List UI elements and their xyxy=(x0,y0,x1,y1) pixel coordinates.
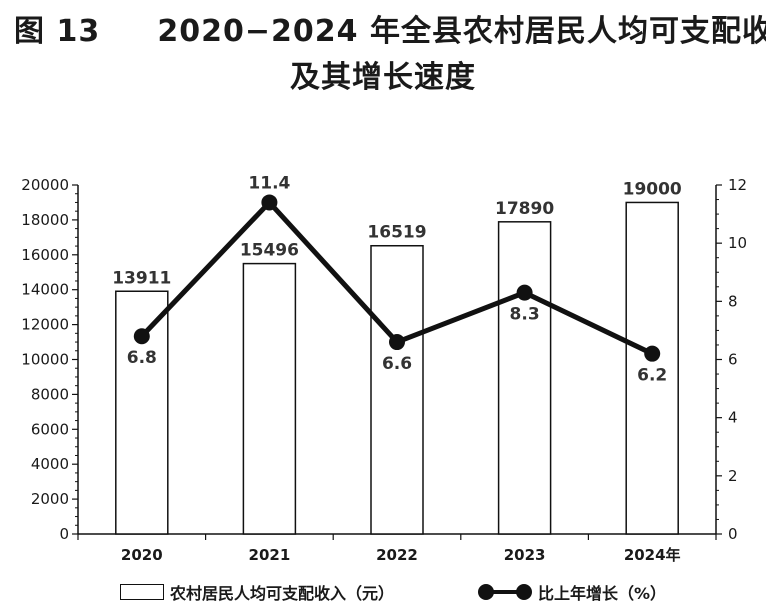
left-axis-tick-label: 18000 xyxy=(21,211,69,229)
legend-line-swatch xyxy=(478,582,532,602)
bar-value-label: 16519 xyxy=(367,223,426,243)
growth-point xyxy=(389,334,405,351)
growth-value-label: 6.2 xyxy=(637,366,667,386)
x-axis-tick-label: 2023 xyxy=(504,546,546,564)
right-axis-tick-label: 6 xyxy=(728,351,738,369)
growth-value-label: 8.3 xyxy=(510,305,540,325)
growth-point xyxy=(133,328,150,345)
right-axis-tick-label: 12 xyxy=(728,176,747,194)
chart-title-line-1: 图 13 2020−2024 年全县农村居民人均可支配收入 xyxy=(14,14,766,49)
right-axis-tick-label: 2 xyxy=(728,467,738,485)
bar xyxy=(242,262,297,535)
x-axis-tick-label: 2024年 xyxy=(624,546,681,564)
x-axis-tick-label: 2020 xyxy=(121,546,163,564)
left-axis-tick-label: 6000 xyxy=(31,420,69,438)
left-axis-tick-label: 16000 xyxy=(21,246,69,264)
growth-point xyxy=(516,284,533,301)
x-axis-tick-label: 2022 xyxy=(376,546,418,564)
right-axis-tick-label: 10 xyxy=(728,234,747,252)
chart-title-line-2: 及其增长速度 xyxy=(290,60,476,95)
left-axis-tick-label: 14000 xyxy=(21,281,69,299)
right-axis-tick-label: 4 xyxy=(728,409,738,427)
bar xyxy=(625,201,679,535)
left-axis-tick-label: 8000 xyxy=(31,385,69,403)
growth-value-label: 6.8 xyxy=(127,348,157,368)
left-axis-tick-label: 4000 xyxy=(31,455,69,473)
left-axis-tick-label: 10000 xyxy=(21,351,69,369)
bar-value-label: 19000 xyxy=(623,179,682,199)
legend-item-line: 比上年增长（%） xyxy=(478,580,666,604)
right-axis-tick-label: 8 xyxy=(728,292,738,310)
growth-value-label: 11.4 xyxy=(248,173,290,193)
left-axis-tick-label: 2000 xyxy=(31,490,69,508)
bar-value-label: 13911 xyxy=(112,268,171,288)
legend: 农村居民人均可支配收入（元） 比上年增长（%） xyxy=(0,580,766,606)
legend-item-bar: 农村居民人均可支配收入（元） xyxy=(120,580,394,604)
bar xyxy=(370,244,424,535)
x-axis-tick-label: 2021 xyxy=(249,546,291,564)
legend-line-label: 比上年增长（%） xyxy=(538,584,667,603)
growth-value-label: 6.6 xyxy=(382,354,412,374)
growth-point xyxy=(644,345,661,362)
bar-value-label: 15496 xyxy=(240,241,299,261)
left-axis-tick-label: 12000 xyxy=(21,316,69,334)
bar xyxy=(115,290,169,535)
left-axis-tick-label: 20000 xyxy=(21,176,69,194)
bar-value-label: 17890 xyxy=(495,199,554,219)
chart-canvas: 0 2000 4000 6000 8000 10000 12000 14000 16000 180… xyxy=(21,173,747,564)
left-axis-tick-label: 0 xyxy=(59,525,69,543)
bar xyxy=(497,221,552,535)
right-axis-tick-label: 0 xyxy=(728,525,738,543)
legend-bar-label: 农村居民人均可支配收入（元） xyxy=(170,584,395,603)
growth-point xyxy=(261,194,278,211)
legend-bar-swatch xyxy=(120,584,164,600)
